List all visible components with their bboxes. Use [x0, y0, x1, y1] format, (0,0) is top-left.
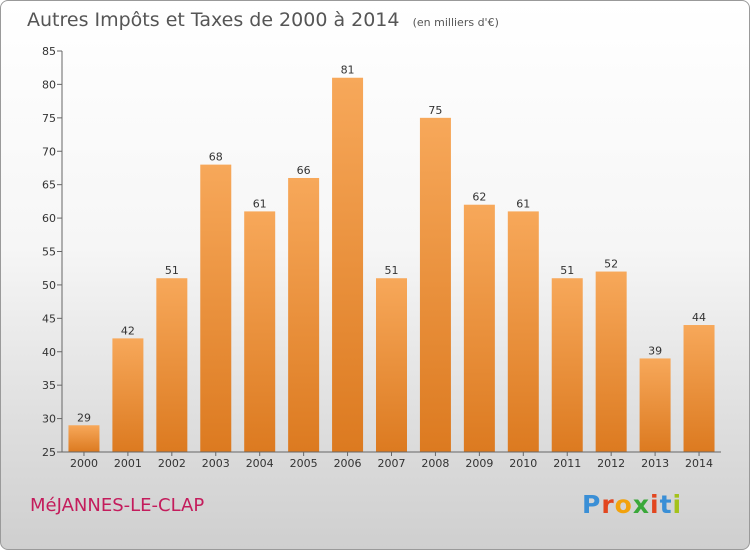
proxiti-logo[interactable]: Proxiti — [582, 490, 682, 519]
x-tick-label: 2014 — [685, 457, 713, 470]
bar — [156, 278, 188, 452]
chart-title: Autres Impôts et Taxes de 2000 à 2014 (e… — [27, 9, 499, 31]
y-tick-label: 40 — [42, 346, 56, 359]
y-tick-label: 65 — [42, 179, 56, 192]
bar — [639, 358, 671, 452]
x-tick-label: 2005 — [290, 457, 318, 470]
y-tick-label: 50 — [42, 279, 56, 292]
bar — [244, 211, 276, 452]
x-tick-label: 2013 — [641, 457, 669, 470]
bar — [551, 278, 583, 452]
x-axis: 2000 2001 2002 2003 2004 2005 2006 2007 2008 2009… — [62, 451, 721, 470]
bar — [288, 177, 320, 452]
bar-value-label: 51 — [165, 264, 179, 277]
bar — [68, 425, 100, 452]
y-tick-label: 70 — [42, 145, 56, 158]
bar — [376, 278, 407, 452]
bar — [112, 338, 144, 452]
y-tick-label: 60 — [42, 212, 56, 225]
x-tick-label: 2011 — [553, 457, 581, 470]
bar-value-label: 29 — [77, 411, 91, 424]
bar-value-label: 61 — [516, 197, 530, 210]
bar-value-label: 51 — [385, 264, 399, 277]
y-tick-label: 35 — [42, 379, 56, 392]
bar-value-label: 81 — [341, 64, 355, 77]
logo-letter: o — [614, 490, 633, 519]
bar — [332, 77, 364, 452]
y-tick-label: 25 — [42, 446, 56, 459]
x-tick-label: 2002 — [158, 457, 186, 470]
x-tick-label: 2009 — [465, 457, 493, 470]
bar-value-label: 62 — [472, 191, 486, 204]
bar-value-label: 44 — [692, 311, 706, 324]
bar-value-label: 61 — [253, 197, 267, 210]
y-tick-label: 30 — [42, 413, 56, 426]
commune-name: MéJANNES-LE-CLAP — [30, 495, 205, 516]
bar-value-label: 52 — [604, 258, 618, 271]
bar — [463, 204, 495, 452]
x-tick-label: 2001 — [114, 457, 142, 470]
bar — [595, 271, 627, 452]
x-tick-label: 2007 — [378, 457, 406, 470]
x-tick-label: 2004 — [246, 457, 274, 470]
y-tick-label: 55 — [42, 246, 56, 259]
bar-value-label: 42 — [121, 324, 135, 337]
y-tick-label: 75 — [42, 112, 56, 125]
logo-letter: r — [601, 490, 615, 519]
bar — [200, 164, 232, 452]
y-tick-label: 80 — [42, 78, 56, 91]
y-tick-label: 45 — [42, 312, 56, 325]
bar-value-label: 68 — [209, 151, 223, 164]
x-tick-label: 2012 — [597, 457, 625, 470]
x-tick-label: 2003 — [202, 457, 230, 470]
bar — [419, 117, 451, 452]
x-tick-label: 2008 — [421, 457, 449, 470]
y-axis: 25 30 35 40 45 50 55 60 65 70 75 80 85 — [42, 45, 63, 459]
x-tick-label: 2006 — [334, 457, 362, 470]
logo-letter: i — [672, 490, 683, 519]
bar-value-label: 51 — [560, 264, 574, 277]
bars-group: 29 42 51 68 61 66 81 51 75 62 61 51 52 39 44 — [68, 64, 715, 452]
x-tick-label: 2010 — [509, 457, 537, 470]
bar — [507, 211, 539, 452]
logo-letter: i — [650, 490, 660, 519]
bar-value-label: 66 — [297, 164, 311, 177]
bar-value-label: 39 — [648, 344, 662, 357]
bar — [683, 325, 715, 452]
y-tick-label: 85 — [42, 45, 56, 58]
logo-letter: x — [632, 490, 650, 519]
bar-value-label: 75 — [428, 104, 442, 117]
logo-letter: t — [659, 490, 673, 519]
logo-letter: P — [582, 490, 602, 519]
x-tick-label: 2000 — [70, 457, 98, 470]
